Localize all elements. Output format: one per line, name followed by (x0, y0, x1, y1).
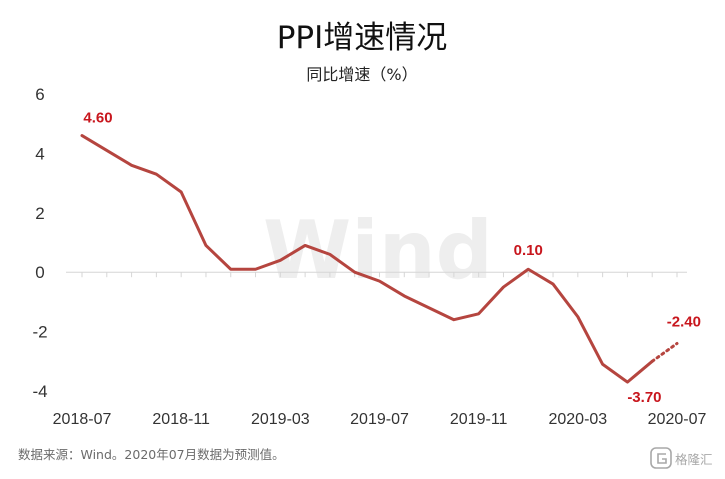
y-axis: 6 4 2 0 -2 -4 (32, 85, 47, 401)
data-labels: 4.60 0.10 -3.70 -2.40 (83, 110, 701, 407)
data-label: -3.70 (627, 389, 661, 406)
x-tick-label: 2019-07 (350, 411, 409, 428)
data-label: 4.60 (83, 110, 112, 127)
x-axis: 2018-07 2018-11 2019-03 2019-07 2019-11 2020-… (53, 271, 707, 428)
ppi-series-line (80, 134, 654, 384)
y-tick-label: -4 (32, 382, 47, 401)
gelonghui-logo: 格隆汇 (650, 447, 713, 469)
chart-title: PPI增速情况 (277, 20, 448, 56)
x-tick-label: 2020-03 (548, 411, 607, 428)
y-tick-label: 0 (35, 263, 44, 282)
x-tick-label: 2018-11 (152, 411, 210, 428)
x-tick-label: 2020-07 (648, 411, 707, 428)
y-tick-label: 2 (35, 204, 44, 223)
data-label: 0.10 (514, 242, 543, 259)
source-note: 数据来源：Wind。2020年07月数据为预测值。 (18, 447, 285, 462)
y-tick-label: 4 (35, 144, 44, 163)
ppi-forecast-line (650, 341, 679, 363)
logo-mark-icon (650, 447, 672, 469)
y-tick-label: -2 (32, 323, 47, 342)
x-tick-label: 2019-11 (450, 411, 508, 428)
series-lines (80, 134, 679, 384)
y-tick-label: 6 (35, 85, 44, 104)
logo-g-icon (657, 453, 667, 464)
logo-text: 格隆汇 (675, 452, 713, 467)
chart-subtitle: 同比增速（%） (306, 65, 417, 84)
data-label: -2.40 (667, 313, 701, 330)
x-tick-label: 2019-03 (251, 411, 310, 428)
x-tick-label: 2018-07 (53, 411, 112, 428)
